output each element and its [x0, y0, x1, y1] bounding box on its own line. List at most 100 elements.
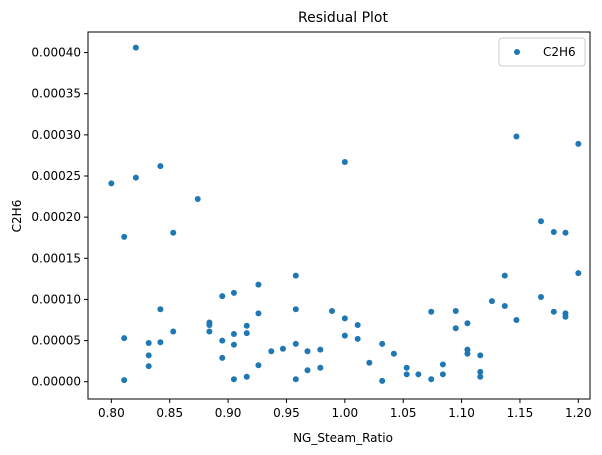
data-point [121, 335, 128, 342]
data-point [243, 330, 250, 337]
data-point [452, 307, 459, 314]
data-point [428, 376, 435, 383]
y-tick-label: 0.00030 [31, 128, 81, 142]
data-point [268, 348, 275, 355]
data-point [292, 272, 299, 279]
data-point [219, 354, 226, 361]
data-point [206, 328, 213, 335]
data-point [219, 293, 226, 300]
y-tick-label: 0.00010 [31, 292, 81, 306]
x-tick-label: 1.20 [565, 406, 592, 420]
data-point [157, 339, 164, 346]
data-point [230, 341, 237, 348]
data-point [255, 281, 262, 288]
data-point [132, 174, 139, 181]
x-axis-label: NG_Steam_Ratio [293, 431, 393, 445]
data-point [575, 140, 582, 147]
data-point [477, 373, 484, 380]
x-tick-label: 1.00 [331, 406, 358, 420]
data-point [501, 303, 508, 310]
data-point [292, 376, 299, 383]
legend-label: C2H6 [543, 45, 576, 59]
data-point [206, 321, 213, 328]
y-axis-ticks: 0.00000 0.00005 0.00010 0.00015 0.00020 0.000… [31, 46, 88, 389]
data-point [157, 306, 164, 313]
data-point [194, 196, 201, 203]
data-point [403, 371, 410, 378]
data-point [132, 44, 139, 51]
data-point [145, 352, 152, 359]
data-point [428, 308, 435, 315]
x-tick-label: 1.05 [390, 406, 417, 420]
data-point [464, 350, 471, 357]
data-point [145, 363, 152, 370]
x-tick-label: 0.95 [273, 406, 300, 420]
data-point [439, 361, 446, 368]
data-point [562, 229, 569, 236]
data-point [243, 322, 250, 329]
data-point [354, 335, 361, 342]
y-tick-label: 0.00035 [31, 87, 81, 101]
data-point [121, 233, 128, 240]
data-point [279, 345, 286, 352]
data-point [317, 346, 324, 353]
legend-box [498, 37, 586, 67]
y-tick-label: 0.00020 [31, 210, 81, 224]
data-point [403, 364, 410, 371]
data-point [366, 359, 373, 366]
data-point [292, 340, 299, 347]
data-point [513, 317, 520, 324]
data-point [477, 352, 484, 359]
y-tick-label: 0.00015 [31, 251, 81, 265]
data-point [304, 367, 311, 374]
x-tick-label: 0.90 [215, 406, 242, 420]
y-tick-label: 0.00040 [31, 46, 81, 60]
data-point [452, 325, 459, 332]
x-tick-label: 1.10 [448, 406, 475, 420]
data-point [219, 337, 226, 344]
data-point [379, 340, 386, 347]
data-point [157, 163, 164, 170]
data-points [108, 44, 582, 384]
data-point [575, 270, 582, 277]
plot-area: 0.80 0.85 0.90 0.95 1.00 1.05 1.10 1.15 1.20 0.0… [31, 31, 592, 420]
data-point [255, 362, 262, 369]
data-point [243, 373, 250, 380]
data-point [513, 133, 520, 140]
data-point [341, 159, 348, 166]
data-point [537, 218, 544, 225]
data-point [562, 313, 569, 320]
y-tick-label: 0.00005 [31, 334, 81, 348]
chart-title: Residual Plot [298, 10, 388, 26]
y-tick-label: 0.00025 [31, 169, 81, 183]
data-point [317, 364, 324, 371]
legend: C2H6 [498, 37, 586, 67]
data-point [170, 229, 177, 236]
data-point [341, 315, 348, 322]
data-point [464, 346, 471, 353]
legend-marker [514, 49, 520, 55]
data-point [121, 377, 128, 384]
data-point [550, 308, 557, 315]
data-point [550, 228, 557, 235]
x-tick-label: 0.85 [156, 406, 183, 420]
data-point [477, 368, 484, 375]
data-point [292, 306, 299, 313]
data-point [108, 180, 115, 187]
data-point [439, 371, 446, 378]
data-point [255, 310, 262, 317]
data-point [328, 307, 335, 314]
data-point [464, 320, 471, 327]
x-tick-label: 0.80 [98, 406, 125, 420]
data-point [354, 321, 361, 328]
data-point [230, 289, 237, 296]
data-point [488, 298, 495, 305]
data-point [304, 348, 311, 355]
x-axis-ticks: 0.80 0.85 0.90 0.95 1.00 1.05 1.10 1.15 1.20 [98, 399, 592, 420]
plot-frame [87, 31, 591, 400]
data-point [379, 377, 386, 384]
data-point [230, 330, 237, 337]
data-point [341, 332, 348, 339]
data-point [230, 376, 237, 383]
